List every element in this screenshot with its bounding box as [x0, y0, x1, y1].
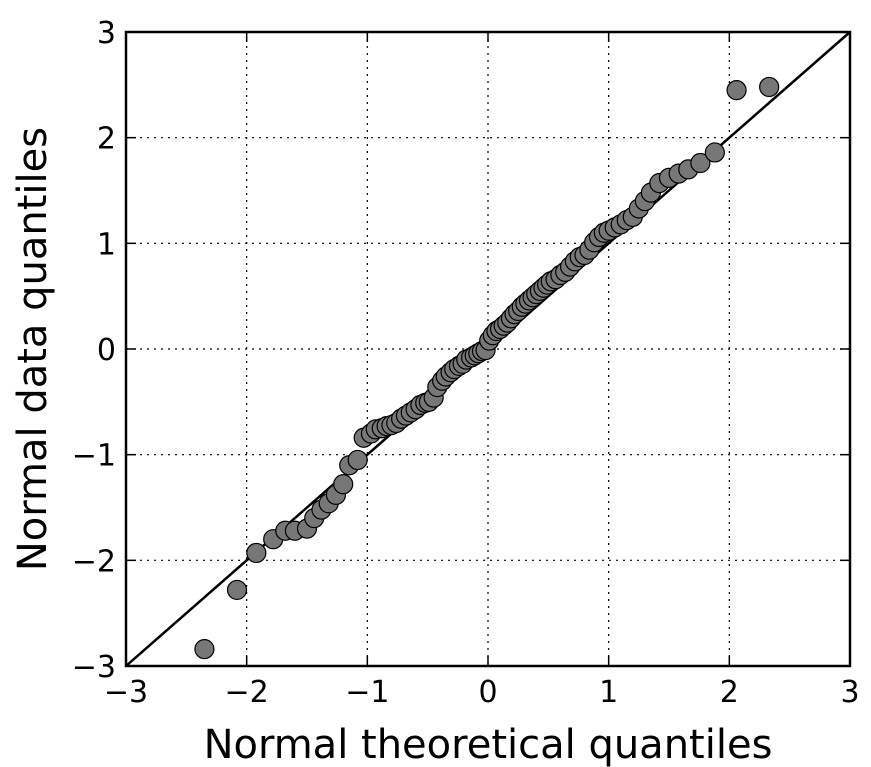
x-tick-label: 1	[599, 675, 618, 710]
data-point	[690, 152, 711, 174]
data-point	[704, 142, 725, 163]
y-tick-label: 2	[97, 122, 116, 157]
x-tick-label: −3	[104, 675, 148, 710]
x-tick-label: 0	[478, 675, 497, 710]
axis-ticks: −3 −2 −1 0 1 2 3 −3 −2 −1 0 1 2 3	[72, 16, 860, 710]
y-tick-label: −2	[72, 544, 116, 579]
x-tick-label: −1	[345, 675, 389, 710]
x-axis-title: Normal theoretical quantiles	[204, 722, 773, 767]
y-tick-label: −3	[72, 650, 116, 685]
x-tick-label: −2	[225, 675, 269, 710]
data-point	[333, 474, 354, 495]
data-points	[194, 76, 780, 660]
data-point	[759, 76, 780, 98]
data-point	[246, 542, 267, 564]
data-point	[194, 638, 215, 660]
y-tick-label: 1	[97, 227, 116, 262]
data-point	[347, 449, 368, 471]
data-point	[726, 80, 747, 101]
x-tick-label: 2	[720, 675, 739, 710]
x-tick-label: 3	[840, 675, 859, 710]
data-point	[226, 579, 248, 601]
y-tick-label: 3	[97, 16, 116, 51]
y-axis-title: Normal data quantiles	[10, 127, 56, 571]
y-tick-label: −1	[72, 439, 116, 474]
y-tick-label: 0	[97, 333, 116, 368]
